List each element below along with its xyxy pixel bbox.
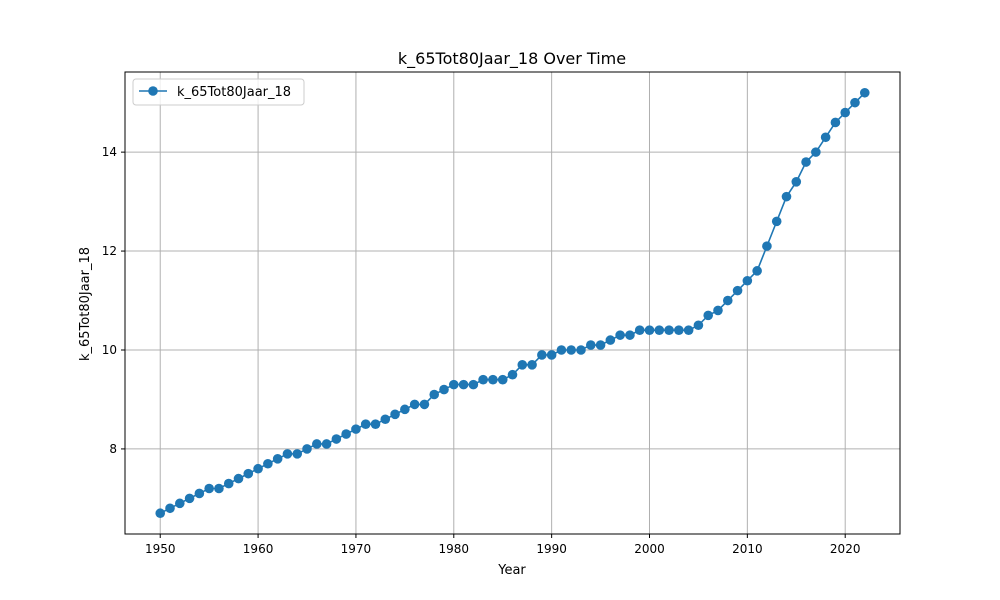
data-point — [439, 384, 449, 395]
data-point — [302, 444, 312, 454]
data-point — [165, 503, 175, 514]
data-point — [223, 478, 234, 489]
data-point — [184, 493, 195, 504]
data-point — [840, 107, 851, 118]
x-tick-label: 1980 — [439, 542, 470, 556]
legend-box — [132, 78, 305, 106]
data-point — [556, 345, 567, 355]
data-point — [527, 360, 537, 370]
data-point — [830, 117, 841, 128]
data-point — [801, 157, 811, 167]
data-point — [497, 374, 508, 385]
data-point — [713, 305, 723, 316]
y-tick-label: 12 — [102, 244, 117, 258]
data-point — [351, 424, 361, 434]
data-point — [253, 463, 263, 474]
data-point — [448, 379, 459, 390]
data-point — [517, 360, 528, 370]
data-point — [537, 350, 547, 360]
data-point — [272, 454, 283, 464]
series-layer — [155, 87, 870, 519]
data-point — [458, 379, 469, 390]
data-point — [791, 177, 802, 187]
data-point — [263, 458, 273, 469]
data-point — [644, 325, 655, 336]
x-tick-label: 2000 — [634, 542, 665, 556]
data-point — [742, 275, 753, 286]
data-point — [752, 266, 762, 276]
data-point — [233, 473, 244, 484]
data-point — [634, 325, 645, 336]
legend: k_65Tot80Jaar_18 — [132, 78, 305, 106]
data-point — [321, 439, 332, 449]
data-point — [654, 325, 665, 336]
data-point — [292, 449, 303, 459]
data-point — [693, 320, 704, 331]
x-tick-label: 1970 — [341, 542, 372, 556]
data-point — [674, 325, 684, 336]
data-point — [585, 340, 596, 350]
data-point — [243, 468, 254, 479]
y-tick-label: 8 — [109, 442, 117, 456]
data-point — [282, 449, 293, 459]
data-point — [380, 414, 391, 425]
data-point — [859, 87, 870, 98]
y-axis: 8 10 12 14 — [102, 145, 125, 456]
data-point — [546, 350, 557, 360]
chart-title: k_65Tot80Jaar_18 Over Time — [398, 49, 626, 69]
data-point — [781, 191, 792, 202]
data-point — [174, 498, 185, 509]
data-point — [429, 389, 440, 400]
legend-marker-swatch — [148, 86, 158, 96]
x-axis-label: Year — [497, 563, 526, 578]
data-point — [194, 488, 205, 499]
data-point — [820, 132, 831, 143]
data-point — [605, 335, 616, 345]
plot-area-frame — [124, 71, 901, 535]
data-point — [507, 369, 518, 380]
data-point — [722, 295, 733, 306]
data-point — [204, 483, 214, 494]
data-point — [478, 374, 488, 385]
x-tick-label: 2020 — [830, 542, 861, 556]
data-point — [625, 330, 635, 340]
data-point — [331, 434, 342, 444]
data-point — [468, 379, 479, 390]
data-point — [409, 399, 420, 410]
data-point — [732, 285, 743, 296]
grid-lines — [125, 72, 900, 534]
data-point — [488, 374, 498, 385]
data-point — [400, 404, 410, 415]
x-tick-label: 1960 — [243, 542, 274, 556]
data-point — [155, 508, 166, 519]
x-tick-label: 2010 — [732, 542, 763, 556]
data-point — [811, 147, 821, 157]
data-point — [850, 97, 860, 108]
data-point — [703, 310, 714, 321]
data-point — [360, 419, 371, 429]
x-tick-label: 1950 — [145, 542, 176, 556]
data-point — [214, 483, 224, 494]
x-tick-label: 1990 — [536, 542, 567, 556]
data-point — [664, 325, 674, 336]
data-point — [762, 241, 772, 251]
data-point — [576, 345, 586, 355]
data-point — [341, 429, 351, 439]
data-point — [311, 439, 322, 449]
x-axis: 1950 1960 1970 1980 1990 2000 2010 2020 — [145, 534, 861, 556]
y-tick-label: 10 — [102, 343, 117, 357]
data-point — [419, 399, 430, 410]
data-point — [615, 330, 625, 340]
data-point — [683, 325, 694, 336]
data-point — [390, 409, 400, 420]
legend-label: k_65Tot80Jaar_18 — [177, 85, 291, 100]
y-tick-label: 14 — [102, 145, 117, 159]
y-axis-label: k_65Tot80Jaar_18 — [78, 247, 93, 361]
data-point — [370, 419, 381, 429]
data-point — [595, 340, 606, 350]
data-point — [771, 216, 782, 227]
data-point — [566, 345, 577, 355]
